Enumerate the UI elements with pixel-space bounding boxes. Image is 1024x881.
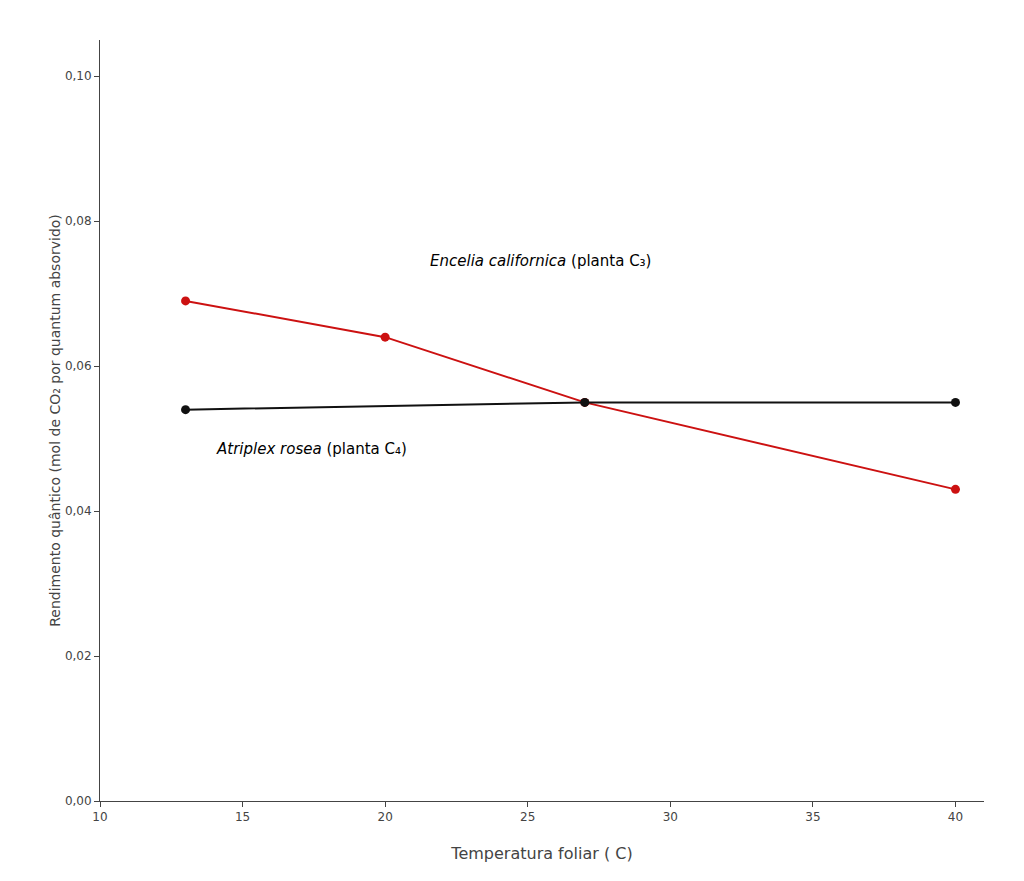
svg-text:Rendimento quântico (mol de CO: Rendimento quântico (mol de CO₂ por quan… [47, 214, 63, 627]
svg-text:40: 40 [948, 810, 963, 824]
svg-text:0,08: 0,08 [65, 214, 92, 228]
svg-text:35: 35 [805, 810, 820, 824]
svg-text:Atriplex rosea (planta C₄): Atriplex rosea (planta C₄) [216, 440, 407, 458]
svg-text:15: 15 [235, 810, 250, 824]
svg-text:0,10: 0,10 [65, 69, 92, 83]
svg-text:0,04: 0,04 [65, 504, 92, 518]
svg-text:Temperatura foliar ( C): Temperatura foliar ( C) [450, 844, 632, 863]
svg-text:0,02: 0,02 [65, 649, 92, 663]
svg-text:0,00: 0,00 [65, 794, 92, 808]
svg-text:10: 10 [92, 810, 107, 824]
svg-text:25: 25 [520, 810, 535, 824]
svg-text:Encelia californica (planta C₃: Encelia californica (planta C₃) [430, 252, 651, 270]
svg-text:20: 20 [378, 810, 393, 824]
svg-text:30: 30 [663, 810, 678, 824]
svg-text:0,06: 0,06 [65, 359, 92, 373]
